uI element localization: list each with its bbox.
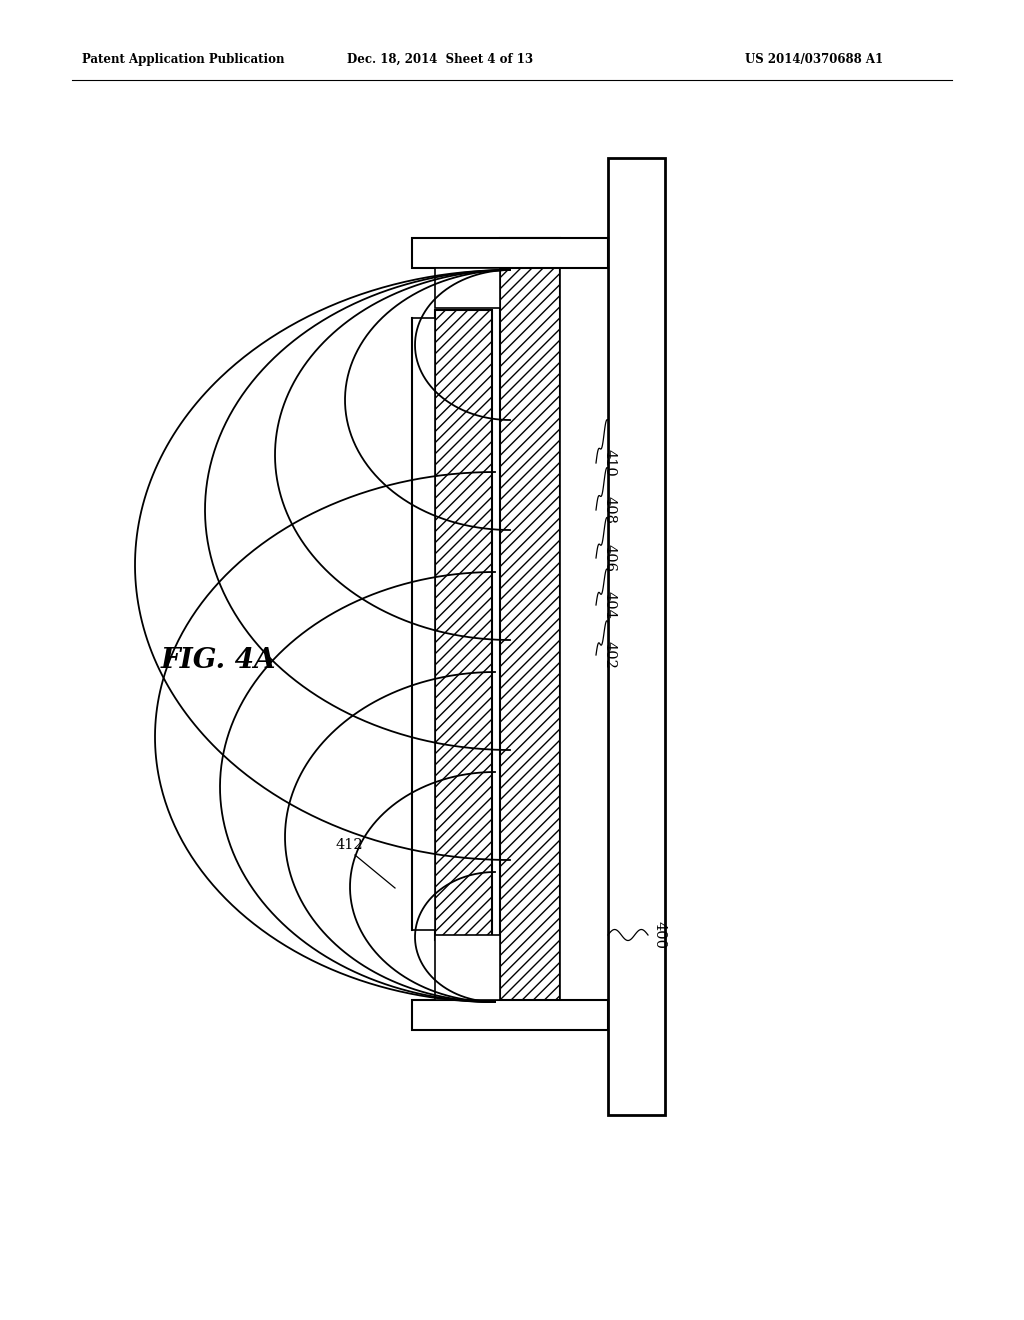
Bar (500, 238, 560, 1010)
Bar (435, 310, 492, 940)
Bar (560, 257, 608, 1001)
Text: 400: 400 (653, 921, 667, 949)
Text: 410: 410 (603, 449, 617, 477)
Text: 408: 408 (603, 496, 617, 524)
Text: 412: 412 (335, 838, 362, 851)
Text: 406: 406 (603, 544, 617, 572)
Text: Dec. 18, 2014  Sheet 4 of 13: Dec. 18, 2014 Sheet 4 of 13 (347, 53, 534, 66)
Text: 402: 402 (603, 642, 617, 669)
Text: 404: 404 (603, 591, 617, 619)
Bar (435, 935, 500, 1001)
Bar (412, 238, 608, 268)
Bar (435, 268, 500, 308)
Text: US 2014/0370688 A1: US 2014/0370688 A1 (745, 53, 883, 66)
Bar (412, 318, 435, 931)
Text: FIG. 4A: FIG. 4A (160, 647, 275, 673)
Bar (608, 158, 665, 1115)
Text: Patent Application Publication: Patent Application Publication (82, 53, 285, 66)
Bar (412, 1001, 608, 1030)
